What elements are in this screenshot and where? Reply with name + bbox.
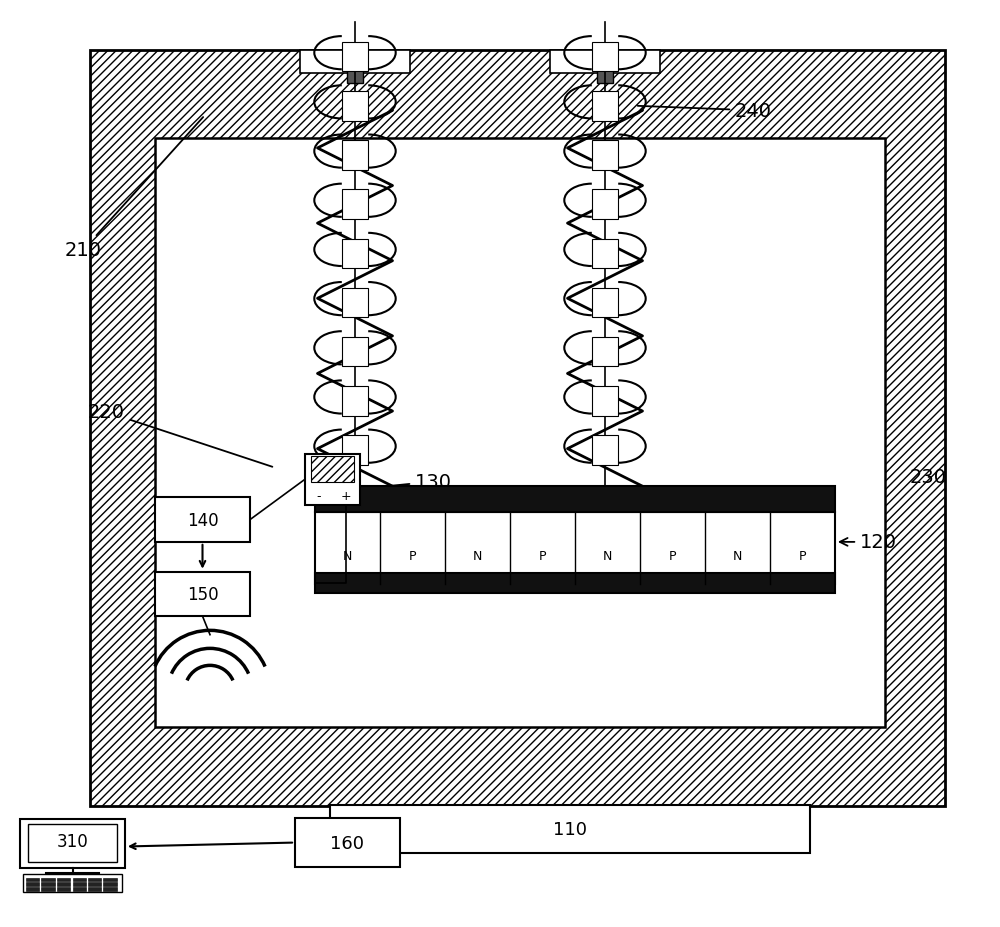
Bar [592, 141, 618, 171]
Bar [72, 883, 86, 886]
Bar [315, 487, 835, 513]
Bar [23, 874, 122, 893]
Bar [337, 499, 373, 510]
Text: N: N [733, 549, 742, 562]
Bar [88, 878, 101, 882]
Bar [41, 883, 55, 886]
Bar [57, 887, 70, 891]
Bar [592, 436, 618, 465]
Bar [342, 436, 368, 465]
Text: P: P [409, 549, 416, 562]
Text: 230: 230 [910, 468, 947, 487]
Bar [592, 43, 618, 72]
Bar [592, 190, 618, 220]
Bar [88, 887, 101, 891]
Bar [311, 457, 354, 482]
Text: 120: 120 [840, 533, 897, 552]
Bar [587, 499, 623, 510]
Text: 310: 310 [57, 832, 88, 850]
Bar [592, 288, 618, 318]
Bar [26, 887, 39, 891]
Bar [315, 513, 835, 584]
Text: 110: 110 [553, 819, 587, 838]
Text: P: P [799, 549, 806, 562]
Text: N: N [343, 549, 352, 562]
Text: P: P [539, 549, 546, 562]
Text: -: - [316, 489, 321, 502]
Bar [342, 92, 368, 121]
Bar [305, 454, 360, 505]
Bar [26, 878, 39, 882]
Bar [566, 500, 644, 516]
Bar [155, 139, 885, 728]
Bar [550, 51, 660, 74]
Bar [342, 190, 368, 220]
Bar [592, 387, 618, 416]
Text: N: N [603, 549, 612, 562]
Bar [347, 51, 363, 83]
Bar [88, 883, 101, 886]
Bar [104, 883, 117, 886]
Bar [41, 878, 55, 882]
Text: 130: 130 [345, 473, 452, 494]
Bar [72, 878, 86, 882]
Bar [592, 239, 618, 269]
Text: 220: 220 [88, 403, 272, 467]
Bar [342, 141, 368, 171]
Bar [315, 573, 835, 593]
Text: 150: 150 [187, 585, 218, 603]
Bar [597, 51, 613, 83]
Bar [90, 51, 945, 806]
Bar [57, 878, 70, 882]
Bar [72, 887, 86, 891]
Bar [57, 883, 70, 886]
Bar [316, 500, 394, 516]
Bar [26, 883, 39, 886]
Bar [155, 498, 250, 542]
Text: P: P [669, 549, 676, 562]
Bar [20, 819, 125, 868]
Bar [342, 43, 368, 72]
Bar [300, 51, 410, 74]
Bar [342, 288, 368, 318]
Text: +: + [341, 489, 352, 502]
Bar [342, 239, 368, 269]
Bar [342, 337, 368, 367]
Text: N: N [473, 549, 482, 562]
Bar [342, 387, 368, 416]
Text: 160: 160 [330, 833, 364, 852]
Bar [295, 819, 400, 867]
Bar [41, 887, 55, 891]
Bar [28, 824, 117, 862]
Text: 140: 140 [187, 511, 218, 529]
Bar [330, 805, 810, 853]
Text: 210: 210 [65, 118, 203, 260]
Bar [155, 572, 250, 616]
Bar [592, 92, 618, 121]
Bar [104, 878, 117, 882]
Bar [592, 337, 618, 367]
Text: 240: 240 [638, 102, 772, 121]
Bar [104, 887, 117, 891]
